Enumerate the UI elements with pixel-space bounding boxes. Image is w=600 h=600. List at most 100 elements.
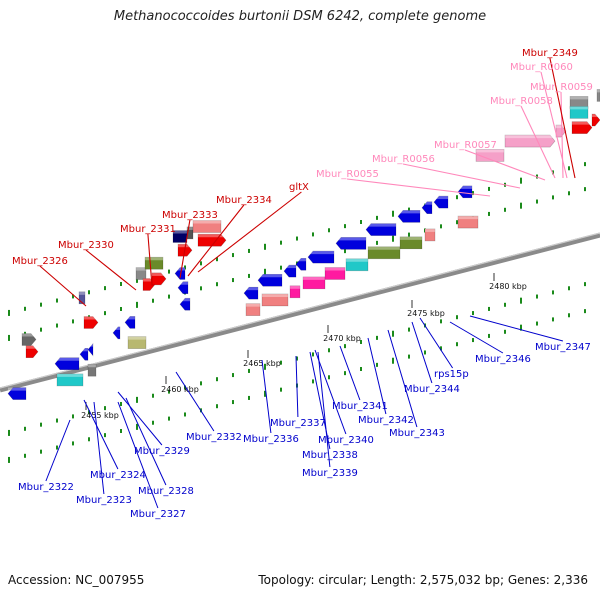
track-dot xyxy=(520,177,522,184)
gene-feature xyxy=(177,281,189,295)
gene-feature xyxy=(243,286,259,300)
track-dot xyxy=(360,367,362,371)
track-dot xyxy=(360,340,362,344)
gene-feature xyxy=(424,228,436,242)
gene-feature xyxy=(433,195,449,209)
gene-feature xyxy=(289,285,301,299)
track-dot xyxy=(376,215,378,220)
track-dot xyxy=(504,302,506,307)
gene-feature-highlight xyxy=(398,210,420,214)
gene-label: Mbur_2336 xyxy=(243,434,299,445)
gene-feature xyxy=(591,113,600,127)
track-dot xyxy=(24,426,26,431)
gene-feature xyxy=(324,267,346,280)
track-dot xyxy=(472,311,474,316)
gene-feature-highlight xyxy=(258,274,282,278)
track-dot xyxy=(328,228,330,233)
track-dot xyxy=(248,273,250,278)
gene-feature-highlight xyxy=(8,387,26,391)
map-title: Methanococcoides burtonii DSM 6242, comp… xyxy=(113,9,487,24)
label-leader xyxy=(464,149,546,181)
gene-feature-highlight xyxy=(88,343,93,347)
track-dot xyxy=(568,286,570,291)
gene-feature-highlight xyxy=(80,348,88,352)
gene-label: Mbur_2323 xyxy=(76,495,132,506)
gene-feature xyxy=(421,201,433,214)
gene-feature xyxy=(504,134,556,148)
track-dot xyxy=(408,207,410,212)
track-dot xyxy=(520,324,522,331)
track-dot xyxy=(136,396,138,403)
label-leader xyxy=(261,359,272,434)
track-dot xyxy=(168,294,170,299)
track-dot xyxy=(264,243,266,250)
track-dot xyxy=(88,410,90,415)
gene-label: Mbur_2339 xyxy=(302,468,358,479)
gene-features xyxy=(7,89,600,400)
track-dot xyxy=(248,248,250,253)
label-leader xyxy=(175,371,215,432)
track-dot xyxy=(360,220,362,224)
scale-tick-label: 2455 kbp xyxy=(81,411,119,420)
gene-feature xyxy=(87,363,97,377)
gene-label: Mbur_2340 xyxy=(318,435,374,446)
track-dot xyxy=(328,348,330,353)
gene-label: Mbur_2327 xyxy=(130,509,186,520)
track-dot xyxy=(168,416,170,421)
label-leader xyxy=(45,419,71,482)
label-leader xyxy=(125,397,167,486)
track-dot xyxy=(312,232,314,237)
track-dot xyxy=(488,211,490,216)
label-leader xyxy=(549,57,576,179)
track-dot xyxy=(568,313,570,318)
gene-feature-highlight xyxy=(262,293,288,297)
gene-label: Mbur_2329 xyxy=(134,446,190,457)
label-leader xyxy=(93,401,105,495)
label-leader xyxy=(339,345,361,401)
track-dot xyxy=(24,306,26,311)
gene-feature-highlight xyxy=(79,291,85,295)
track-dot xyxy=(232,253,234,258)
track-dot xyxy=(440,346,442,351)
track-dot xyxy=(408,232,410,237)
track-dot xyxy=(56,298,58,303)
track-dot xyxy=(280,387,282,392)
track-dot xyxy=(264,268,266,275)
gene-label: Mbur_R0058 xyxy=(490,96,553,107)
gene-label: Mbur_2332 xyxy=(186,432,242,443)
track-dot xyxy=(248,368,250,373)
gene-feature xyxy=(21,333,37,346)
track-dot xyxy=(392,330,394,337)
label-leader xyxy=(402,163,521,189)
track-dot xyxy=(456,220,458,225)
track-dot xyxy=(72,294,74,299)
gene-feature xyxy=(87,342,94,357)
track-dot xyxy=(104,311,106,316)
gene-label: Mbur_2334 xyxy=(216,195,272,206)
gene-label: Mbur_2346 xyxy=(475,354,531,365)
track-dot xyxy=(472,338,474,343)
gene-feature-highlight xyxy=(570,96,588,100)
gene-feature-highlight xyxy=(246,303,260,307)
gene-label: Mbur_2341 xyxy=(332,401,388,412)
gene-feature xyxy=(457,215,479,229)
track-dot xyxy=(104,406,106,411)
track-dot xyxy=(168,389,170,394)
gene-feature xyxy=(79,347,89,361)
track-dot xyxy=(536,321,538,326)
gene-feature xyxy=(56,373,84,387)
gene-feature-highlight xyxy=(152,272,166,276)
track-dot xyxy=(344,249,346,254)
label-leader xyxy=(469,315,564,342)
track-dot xyxy=(104,286,106,291)
gene-label: Mbur_2342 xyxy=(358,415,414,426)
gene-feature xyxy=(179,297,191,311)
gene-feature-highlight xyxy=(296,258,306,262)
track-dot xyxy=(8,456,10,463)
track-dot xyxy=(488,306,490,311)
track-dot xyxy=(584,309,586,314)
label-leader xyxy=(85,249,137,291)
gene-feature xyxy=(112,326,121,340)
track-dot xyxy=(504,329,506,334)
